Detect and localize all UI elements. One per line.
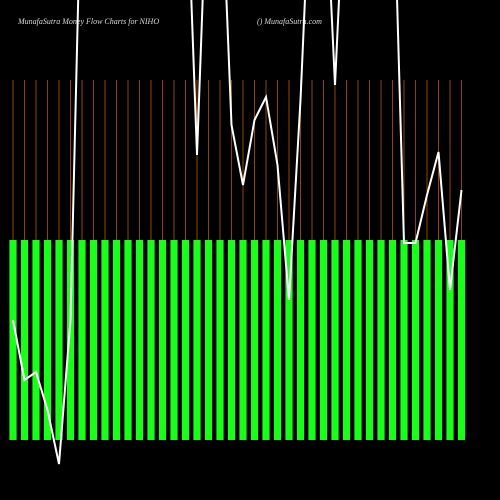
bar <box>457 240 466 440</box>
bar <box>319 240 328 440</box>
chart-subtitle: () MunafaSutra.com <box>257 17 322 26</box>
bar <box>204 240 213 440</box>
bar <box>170 240 178 440</box>
bar <box>193 240 201 440</box>
bar <box>434 240 443 440</box>
bar <box>400 240 408 440</box>
bar <box>239 240 247 440</box>
bar <box>89 240 98 440</box>
bar <box>296 240 305 440</box>
bar <box>66 240 75 440</box>
bar <box>377 240 385 440</box>
bar <box>285 240 293 440</box>
bar <box>331 240 339 440</box>
bar <box>354 240 362 440</box>
bar <box>9 240 17 440</box>
bar <box>273 240 282 440</box>
bar <box>262 240 270 440</box>
bar <box>446 240 454 440</box>
bar <box>411 240 420 440</box>
lines <box>12 0 463 465</box>
bar <box>32 240 40 440</box>
bar <box>158 240 167 440</box>
chart-title: MunafaSutra Money Flow Charts for NIHO <box>17 17 159 26</box>
bar <box>216 240 224 440</box>
bar <box>388 240 397 440</box>
bar <box>78 240 86 440</box>
bar <box>43 240 52 440</box>
bar <box>20 240 29 440</box>
bar <box>423 240 431 440</box>
bar <box>181 240 190 440</box>
bar <box>124 240 132 440</box>
bar <box>227 240 236 440</box>
bar <box>112 240 121 440</box>
bar <box>135 240 144 440</box>
bars <box>9 240 466 440</box>
bar <box>365 240 374 440</box>
line <box>12 0 463 465</box>
bar <box>55 240 63 440</box>
bar <box>342 240 351 440</box>
bar <box>147 240 155 440</box>
bar <box>308 240 316 440</box>
bar <box>101 240 109 440</box>
bar <box>250 240 259 440</box>
